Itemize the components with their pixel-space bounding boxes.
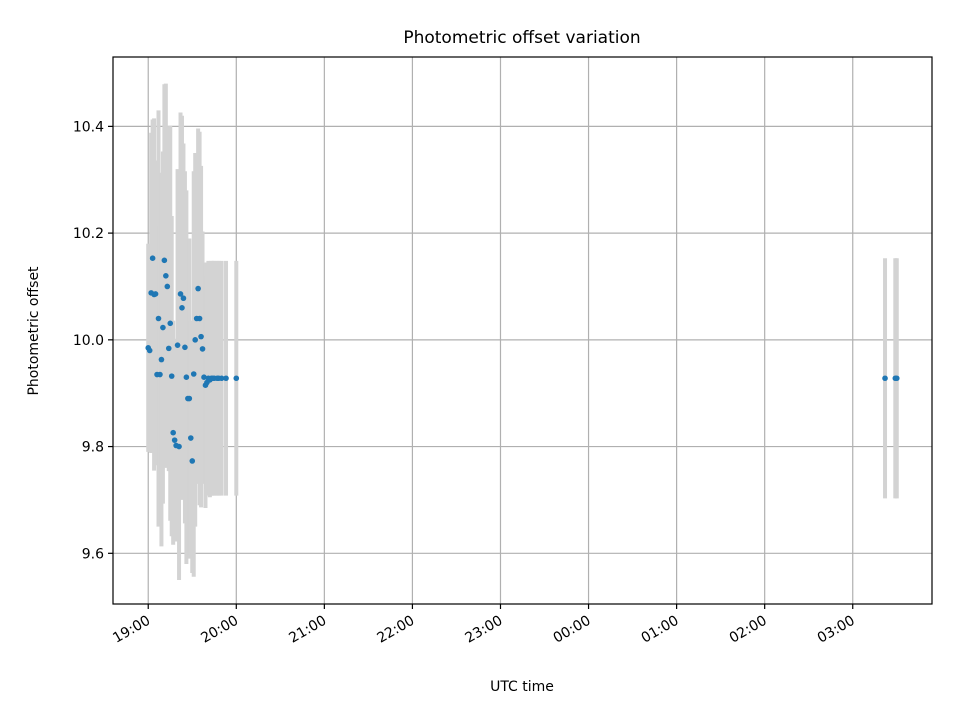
x-tick-label: 22:00 xyxy=(374,613,417,647)
data-point xyxy=(190,371,197,377)
point-layer xyxy=(145,255,900,464)
x-axis-label: UTC time xyxy=(490,679,554,695)
plot-frame xyxy=(112,56,933,605)
grid-layer xyxy=(113,57,932,604)
data-point xyxy=(163,273,169,279)
data-point xyxy=(189,458,196,464)
data-point xyxy=(157,371,163,378)
data-point xyxy=(187,435,194,441)
data-point xyxy=(196,315,203,322)
data-point xyxy=(882,375,888,382)
data-point xyxy=(161,257,168,264)
x-tick-label: 02:00 xyxy=(727,613,770,647)
data-point xyxy=(176,443,182,450)
x-tick-label: 01:00 xyxy=(639,613,682,647)
data-point xyxy=(182,344,188,351)
errorbar-layer xyxy=(146,83,899,580)
x-tick-label: 19:00 xyxy=(110,613,153,647)
data-point xyxy=(183,374,190,380)
data-point xyxy=(186,395,193,402)
data-point xyxy=(155,315,162,322)
data-point xyxy=(201,374,207,380)
x-tick-label: 03:00 xyxy=(815,613,858,647)
data-point xyxy=(198,333,204,340)
data-point xyxy=(171,437,178,443)
data-point xyxy=(152,291,159,297)
data-point xyxy=(192,337,198,343)
data-point xyxy=(195,285,201,292)
data-point xyxy=(223,375,229,382)
y-tick-label: 10.4 xyxy=(73,119,104,135)
data-point xyxy=(164,283,171,290)
y-axis-label: Photometric offset xyxy=(26,266,42,396)
data-point xyxy=(158,356,165,363)
data-point xyxy=(233,375,240,382)
chart-title: Photometric offset variation xyxy=(403,28,640,48)
data-point xyxy=(165,345,172,352)
data-point xyxy=(218,375,225,382)
y-tick-label: 10.0 xyxy=(73,333,104,349)
data-point xyxy=(179,305,185,311)
data-point xyxy=(180,295,187,302)
data-point xyxy=(174,342,181,348)
x-tick-label: 21:00 xyxy=(286,613,329,647)
data-point xyxy=(168,373,175,379)
data-point xyxy=(170,429,176,436)
data-point xyxy=(177,291,184,297)
y-tick-label: 10.2 xyxy=(73,226,104,242)
y-tick-label: 9.8 xyxy=(82,440,104,456)
x-tick-label: 00:00 xyxy=(551,613,594,647)
data-point xyxy=(167,320,174,327)
x-tick-label: 20:00 xyxy=(198,613,241,647)
data-point xyxy=(146,347,153,354)
y-tick-label: 9.6 xyxy=(82,546,104,562)
data-point xyxy=(893,375,900,382)
data-point xyxy=(149,255,156,261)
data-point xyxy=(160,324,166,331)
data-point xyxy=(199,346,206,352)
x-tick-label: 23:00 xyxy=(463,613,506,647)
